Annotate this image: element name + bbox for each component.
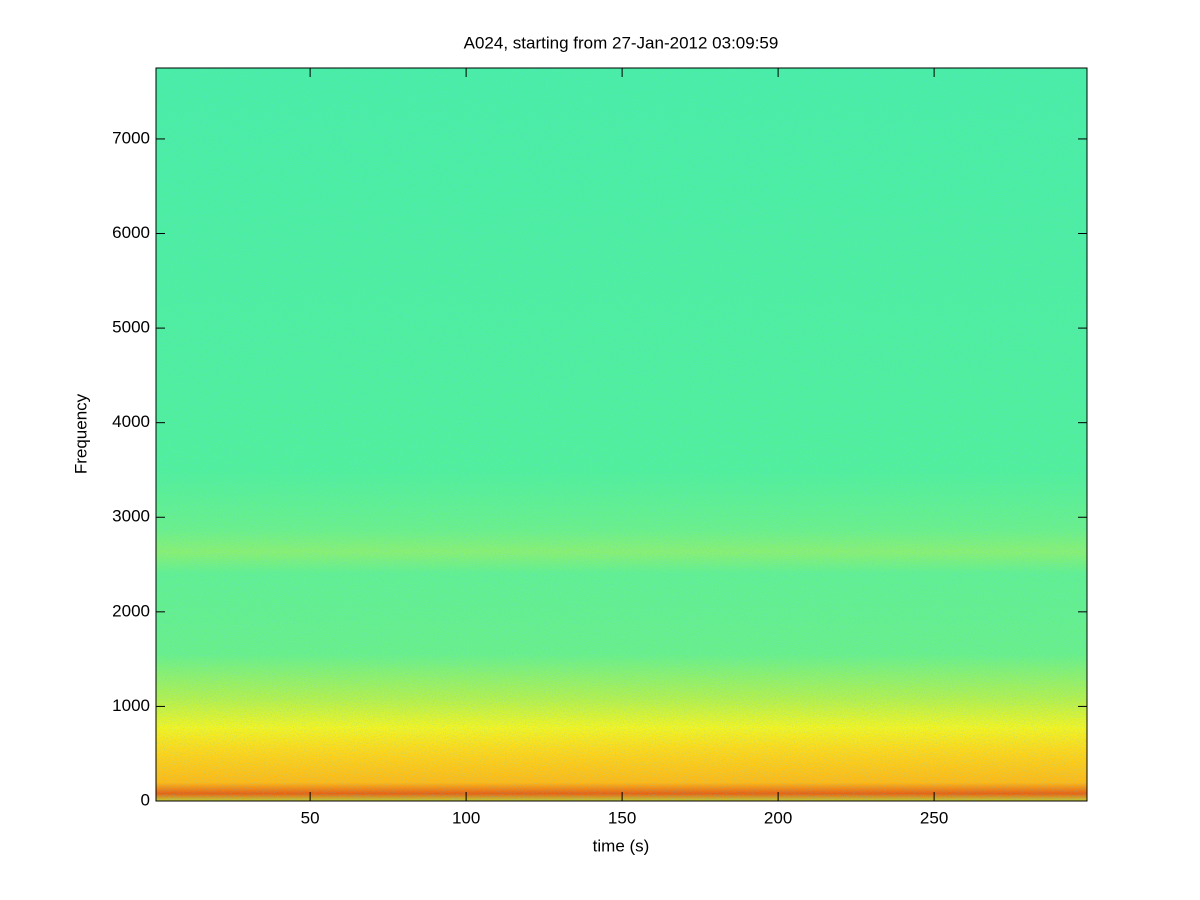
y-tick-label: 5000 — [112, 318, 150, 337]
x-tick-label: 150 — [608, 808, 636, 827]
y-tick-label: 7000 — [112, 128, 150, 147]
y-tick-label: 1000 — [112, 696, 150, 715]
y-tick-label: 4000 — [112, 412, 150, 431]
y-tick-label: 6000 — [112, 223, 150, 242]
x-axis-label: time (s) — [593, 836, 650, 855]
spectrogram-noise — [156, 68, 1087, 801]
spectrogram-field — [156, 68, 1087, 801]
x-tick-label: 50 — [301, 808, 320, 827]
y-tick-label: 3000 — [112, 507, 150, 526]
x-tick-label: 100 — [452, 808, 480, 827]
y-tick-label: 0 — [141, 790, 150, 809]
x-tick-label: 250 — [920, 808, 948, 827]
chart-title: A024, starting from 27-Jan-2012 03:09:59 — [464, 33, 779, 52]
y-tick-label: 2000 — [112, 601, 150, 620]
y-axis-label: Frequency — [71, 393, 90, 474]
plot-frame — [155, 67, 1088, 802]
x-tick-label: 200 — [764, 808, 792, 827]
